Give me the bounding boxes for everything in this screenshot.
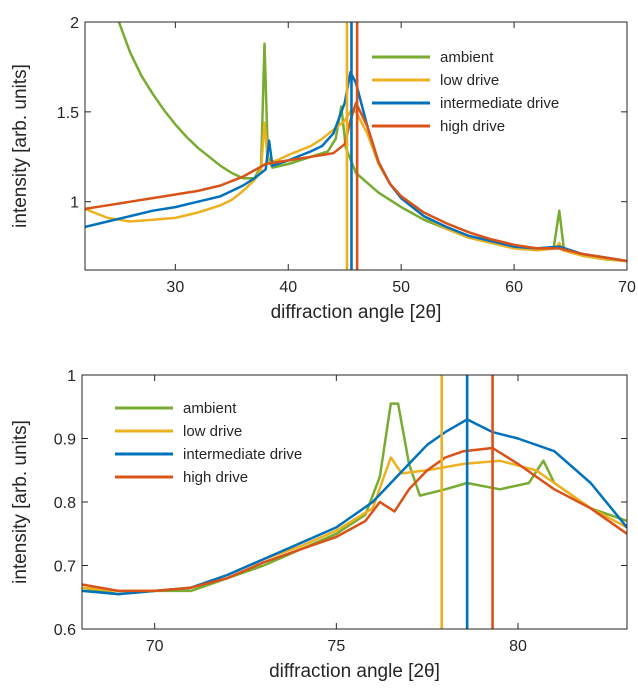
chart0-xtick-label: 70 xyxy=(618,279,636,296)
chart0-legend-label-ambient: ambient xyxy=(440,49,494,66)
chart0-ytick-label: 1.5 xyxy=(57,105,79,122)
chart0-xtick-label: 40 xyxy=(279,279,297,296)
top-chart-panel: 30 40 50 60 70 1 1.5 2 diffraction angle [2θ] int… xyxy=(10,15,636,323)
bottom-chart-panel: 70 75 80 0.6 0.7 0.8 0.9 1 diffraction angle [2θ… xyxy=(10,368,628,682)
chart1-xtick-label: 75 xyxy=(327,638,345,655)
chart0-xtick-label: 60 xyxy=(505,279,523,296)
chart1-xtick-label: 70 xyxy=(146,638,164,655)
chart1-legend-label-intermediate-drive: intermediate drive xyxy=(183,446,302,463)
chart1-series-high-drive xyxy=(82,446,627,593)
chart0-legend-label-high-drive: high drive xyxy=(440,118,505,135)
chart1-ytick-label: 0.9 xyxy=(54,432,76,449)
chart0-series-high-drive xyxy=(85,101,627,263)
chart0-legend-label-intermediate-drive: intermediate drive xyxy=(440,95,559,112)
chart1-ytick-label: 0.6 xyxy=(54,622,76,639)
chart1-x-axis-label: diffraction angle [2θ] xyxy=(269,661,440,682)
chart0-series-intermediate-drive xyxy=(85,71,627,263)
chart1-ytick-label: 1 xyxy=(67,368,76,385)
chart1-legend-label-low-drive: low drive xyxy=(183,423,242,440)
chart0-y-axis-label: intensity [arb. units] xyxy=(10,64,31,228)
chart1-legend-label-ambient: ambient xyxy=(183,400,237,417)
chart0-ytick-label: 1 xyxy=(70,195,79,212)
chart1-y-axis-label: intensity [arb. units] xyxy=(10,420,31,584)
chart0-xtick-label: 50 xyxy=(392,279,410,296)
chart0-legend: ambient low drive intermediate drive high d… xyxy=(372,49,559,135)
chart1-xtick-label: 80 xyxy=(509,638,527,655)
chart1-legend-label-high-drive: high drive xyxy=(183,469,248,486)
chart1-ytick-label: 0.7 xyxy=(54,559,76,576)
chart0-x-axis-label: diffraction angle [2θ] xyxy=(271,302,442,323)
chart0-series-low-drive xyxy=(85,108,627,263)
chart1-ytick-label: 0.8 xyxy=(54,495,76,512)
chart1-series-intermediate-drive xyxy=(82,418,627,596)
chart0-axes-box xyxy=(84,21,628,271)
chart0-ytick-label: 2 xyxy=(70,15,79,32)
chart0-legend-label-low-drive: low drive xyxy=(440,72,499,89)
chart1-legend: ambient low drive intermediate drive high d… xyxy=(115,400,302,486)
chart1-series-ambient xyxy=(82,402,627,596)
chart0-xtick-label: 30 xyxy=(166,279,184,296)
